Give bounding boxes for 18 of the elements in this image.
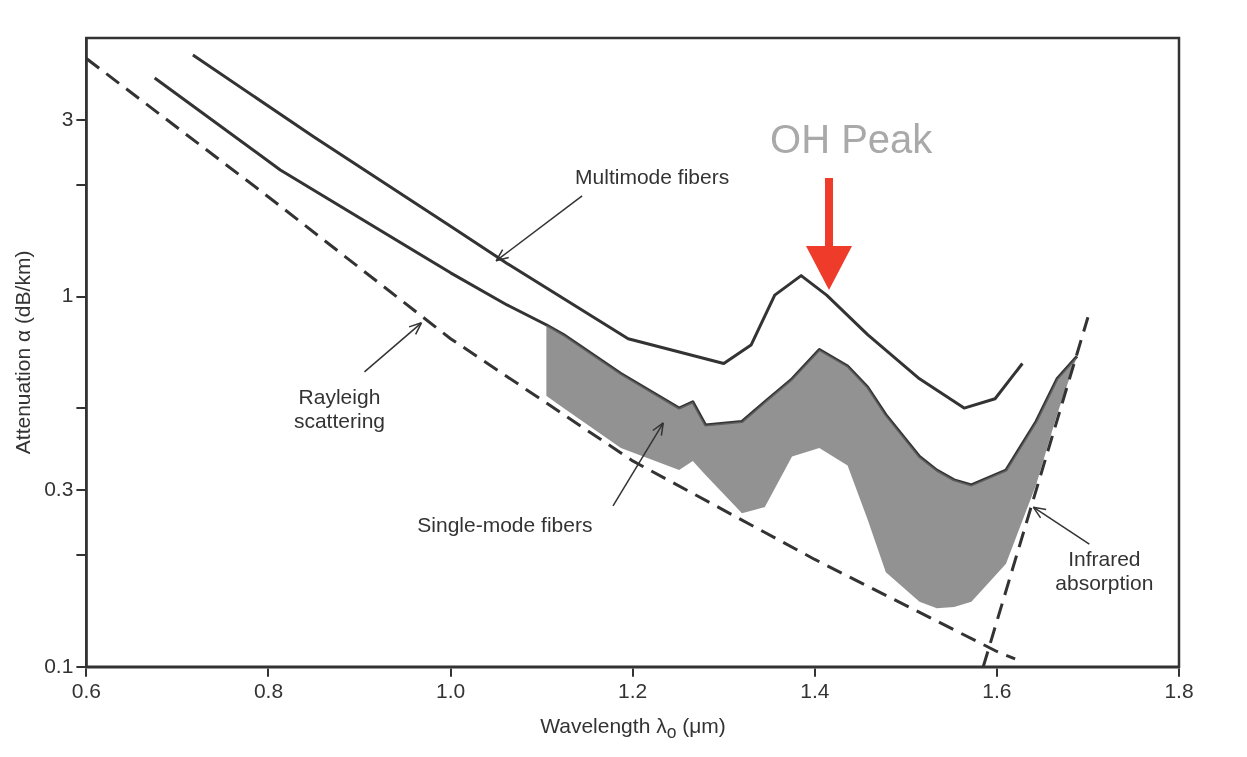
x-axis-title: Wavelength λ$_{o}$ (μm) — [539, 714, 727, 744]
annotation: Single-mode fibers — [417, 513, 593, 537]
x-tick-label: 0.8 — [253, 679, 284, 703]
annotation: OH Peak — [770, 116, 934, 161]
y-tick-label: 0.1 — [44, 653, 74, 677]
y-axis-title: Attenuation α (dB/km) — [11, 250, 35, 455]
x-tick-label: 1.6 — [982, 679, 1012, 703]
y-tick-label: 0.3 — [44, 477, 74, 501]
x-tick-label: 1.0 — [435, 679, 466, 703]
annotation: Multimode fibers — [575, 164, 730, 188]
annotation: Infrared absorption — [1055, 546, 1154, 595]
x-tick-label: 1.8 — [1164, 679, 1194, 703]
annotation: Rayleigh scattering — [293, 384, 385, 432]
x-tick-label: 0.6 — [71, 679, 101, 703]
x-tick-label: 1.4 — [800, 679, 830, 703]
x-tick-label: 1.2 — [618, 679, 648, 703]
y-tick-label: 3 — [61, 106, 74, 130]
y-tick-label: 1 — [61, 283, 74, 307]
